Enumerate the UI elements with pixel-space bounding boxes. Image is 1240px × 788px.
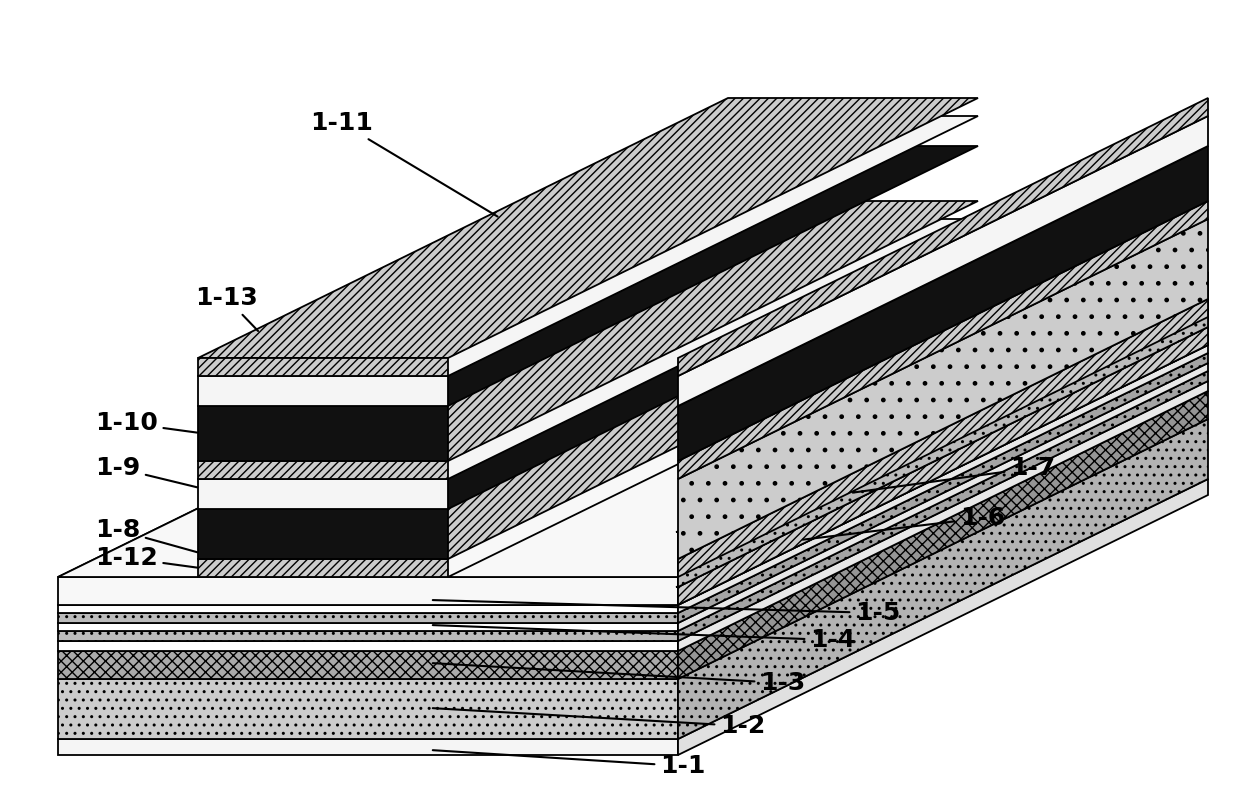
Polygon shape xyxy=(678,98,1208,376)
Polygon shape xyxy=(58,381,1208,641)
Polygon shape xyxy=(678,317,1208,605)
Polygon shape xyxy=(198,201,978,461)
Polygon shape xyxy=(678,299,1208,577)
Polygon shape xyxy=(678,371,1208,641)
Polygon shape xyxy=(676,272,1208,532)
Polygon shape xyxy=(678,381,1208,651)
Polygon shape xyxy=(678,327,1208,605)
Polygon shape xyxy=(676,327,1208,587)
Text: 1-12: 1-12 xyxy=(95,546,197,570)
Text: 1-1: 1-1 xyxy=(433,750,706,778)
Polygon shape xyxy=(58,317,1208,577)
Text: 1-10: 1-10 xyxy=(95,411,197,435)
Polygon shape xyxy=(58,479,1208,739)
Polygon shape xyxy=(58,739,678,755)
Polygon shape xyxy=(678,146,1208,461)
Polygon shape xyxy=(678,419,1208,739)
Polygon shape xyxy=(58,371,1208,631)
Polygon shape xyxy=(448,317,1208,577)
Polygon shape xyxy=(678,299,1208,577)
Polygon shape xyxy=(678,363,1208,631)
Polygon shape xyxy=(678,345,1208,613)
Polygon shape xyxy=(58,391,1208,651)
Text: 1-5: 1-5 xyxy=(433,600,900,625)
Polygon shape xyxy=(678,116,1208,406)
Polygon shape xyxy=(678,391,1208,679)
Polygon shape xyxy=(58,679,678,739)
Polygon shape xyxy=(58,419,1208,679)
Polygon shape xyxy=(58,641,678,651)
Polygon shape xyxy=(198,406,448,461)
Polygon shape xyxy=(58,651,678,679)
Polygon shape xyxy=(678,219,1208,559)
Text: 1-13: 1-13 xyxy=(195,286,258,331)
Text: 1-3: 1-3 xyxy=(433,663,805,695)
Polygon shape xyxy=(58,605,678,613)
Polygon shape xyxy=(198,358,448,376)
Polygon shape xyxy=(198,299,978,559)
Polygon shape xyxy=(198,116,978,376)
Polygon shape xyxy=(678,353,1208,623)
Polygon shape xyxy=(58,363,1208,623)
Text: 1-11: 1-11 xyxy=(310,111,497,217)
Text: 1-4: 1-4 xyxy=(433,625,856,652)
Polygon shape xyxy=(678,201,1208,479)
Polygon shape xyxy=(58,353,1208,613)
Polygon shape xyxy=(678,479,1208,755)
Polygon shape xyxy=(58,317,728,577)
Text: 1-9: 1-9 xyxy=(95,456,197,487)
Polygon shape xyxy=(58,631,678,641)
Polygon shape xyxy=(198,559,448,577)
Text: 1-8: 1-8 xyxy=(95,518,197,552)
Polygon shape xyxy=(58,623,678,631)
Polygon shape xyxy=(58,577,678,605)
Polygon shape xyxy=(58,345,1208,605)
Polygon shape xyxy=(198,479,448,509)
Polygon shape xyxy=(198,98,978,358)
Polygon shape xyxy=(198,249,978,509)
Polygon shape xyxy=(198,376,448,406)
Polygon shape xyxy=(678,272,1208,587)
Polygon shape xyxy=(58,613,678,623)
Polygon shape xyxy=(198,509,448,559)
Polygon shape xyxy=(198,461,448,479)
Text: 1-7: 1-7 xyxy=(853,456,1055,492)
Text: 1-2: 1-2 xyxy=(433,708,765,738)
Text: 1-6: 1-6 xyxy=(802,506,1006,540)
Polygon shape xyxy=(198,219,978,479)
Polygon shape xyxy=(198,146,978,406)
